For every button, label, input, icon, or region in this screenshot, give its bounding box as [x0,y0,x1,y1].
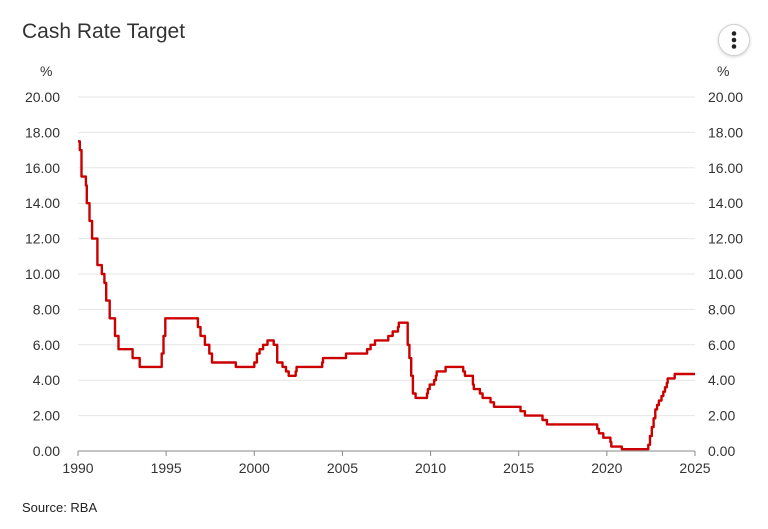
x-axis [77,450,696,456]
y-tick-label-left: 2.00 [33,408,60,424]
y-tick-label-left: 12.00 [25,231,60,247]
chart-menu-button[interactable] [718,24,750,56]
x-tick-label: 1995 [151,460,182,476]
x-tick-label: 2005 [327,460,358,476]
chart-title: Cash Rate Target [22,20,186,43]
x-tick-label: 2000 [239,460,270,476]
x-tick-label: 2020 [591,460,622,476]
y-axis-left: 0.00 2.00 4.00 6.00 8.00 10.00 12.00 14.00 16.00… [25,89,60,459]
x-tick-label: 2015 [503,460,534,476]
y-tick-label-left: 20.00 [25,89,60,105]
y-tick-label-left: 0.00 [33,443,60,459]
y-tick-label-right: 8.00 [708,301,735,317]
y-axis-right: 0.00 2.00 4.00 6.00 8.00 10.00 12.00 14.00 16.00… [708,89,743,459]
y-tick-label-right: 14.00 [708,195,743,211]
y-tick-label-left: 4.00 [33,372,60,388]
y-tick-label-right: 20.00 [708,89,743,105]
source-note: Source: RBA [22,500,98,515]
y-tick-label-left: 18.00 [25,124,60,140]
y-tick-label-right: 18.00 [708,124,743,140]
more-vertical-icon [731,31,737,49]
y-tick-label-right: 10.00 [708,266,743,282]
grid [78,96,695,417]
right-axis-unit: % [717,63,730,79]
y-tick-label-left: 14.00 [25,195,60,211]
cash-rate-series-line [78,140,695,451]
y-tick-label-right: 4.00 [708,372,735,388]
y-tick-label-left: 16.00 [25,160,60,176]
y-tick-label-left: 8.00 [33,301,60,317]
x-axis-labels: 1990 1995 2000 2005 2010 2015 2020 2025 [62,460,710,476]
y-tick-label-right: 0.00 [708,443,735,459]
y-tick-label-left: 10.00 [25,266,60,282]
y-tick-label-right: 16.00 [708,160,743,176]
x-tick-label: 2010 [415,460,446,476]
y-tick-label-left: 6.00 [33,337,60,353]
y-tick-label-right: 12.00 [708,231,743,247]
x-tick-label: 2025 [679,460,710,476]
y-tick-label-right: 2.00 [708,408,735,424]
left-axis-unit: % [40,63,53,79]
y-tick-label-right: 6.00 [708,337,735,353]
x-tick-label: 1990 [62,460,93,476]
